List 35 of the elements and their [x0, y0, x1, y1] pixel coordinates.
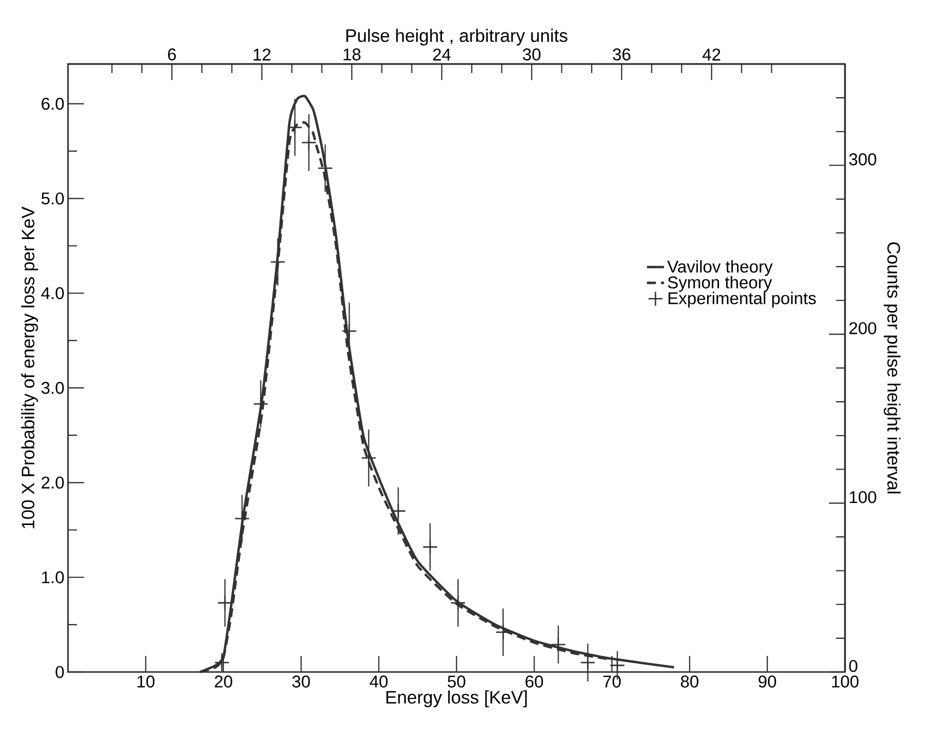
x-tick-label: 30 [292, 676, 310, 688]
y-tick-label: 1.0 [42, 571, 64, 584]
x2-tick-label: 24 [433, 48, 451, 60]
x-tick-label: 80 [680, 676, 698, 688]
y-tick-label: 3.0 [41, 382, 64, 394]
x2-tick-label: 18 [344, 48, 361, 60]
x-tick-label: 50 [448, 676, 466, 688]
y-axis-title: 100 X Probability of energy loss per KeV [21, 206, 38, 528]
y2-axis-title: Counts per pulse height interval [884, 242, 901, 494]
x-tick-label: 40 [370, 676, 388, 688]
x2-tick-label: 36 [612, 48, 630, 60]
x-axis-title: Energy loss [KeV] [386, 690, 527, 708]
x2-tick-label: 6 [168, 48, 176, 60]
y-tick-label: 4.0 [41, 287, 64, 300]
y2-tick-label: 200 [849, 322, 876, 334]
y-tick-label: 5.0 [42, 192, 64, 204]
y2-tick-label: 300 [849, 153, 876, 166]
x-tick-label: 60 [526, 676, 543, 688]
x2-tick-label: 42 [702, 48, 720, 60]
x2-tick-label: 30 [522, 48, 540, 60]
x-tick-label: 10 [138, 676, 154, 688]
x-tick-label: 20 [214, 676, 232, 688]
y2-tick-label: 100 [850, 491, 876, 504]
legend-label: Vavilov theory [667, 260, 773, 276]
legend-label: Experimental points [668, 292, 816, 308]
legend-label: Symon theory [668, 276, 772, 292]
y-tick-label: 6.0 [42, 98, 64, 110]
x-tick-label: 90 [758, 676, 776, 688]
y-tick-label: 2.0 [42, 476, 64, 489]
x-tick-label: 100 [832, 676, 859, 688]
y-tick-label: 0 [56, 666, 64, 678]
x2-axis-title: Pulse height , arbitrary units [346, 28, 568, 46]
x-tick-label: 70 [603, 676, 621, 688]
x2-tick-label: 12 [254, 48, 270, 60]
y2-tick-label: 0 [849, 660, 858, 672]
